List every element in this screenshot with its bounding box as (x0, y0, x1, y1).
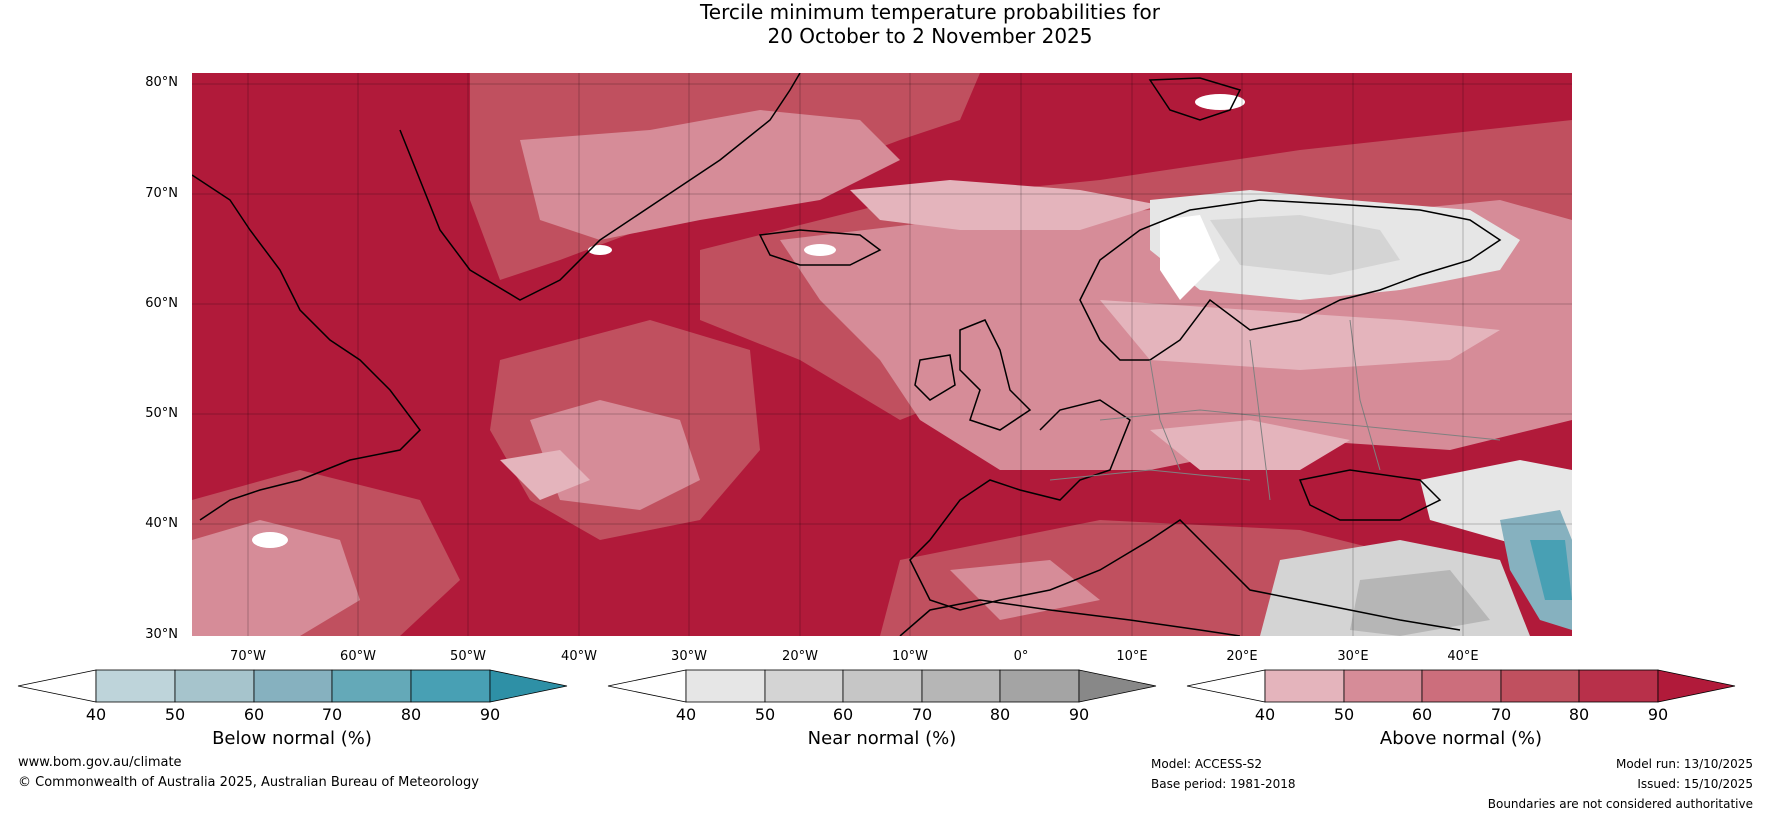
lat-label: 40°N (145, 516, 178, 531)
colorbar-below-normal (17, 669, 568, 703)
colorbar-tick: 70 (321, 705, 343, 724)
copyright-text: © Commonwealth of Australia 2025, Austra… (18, 775, 479, 790)
disclaimer-text: Boundaries are not considered authoritat… (1487, 797, 1753, 811)
title-line-2: 20 October to 2 November 2025 (767, 24, 1093, 48)
lon-label: 0° (1013, 649, 1029, 664)
above-50-region (1150, 420, 1350, 470)
colorbar-title-below: Below normal (%) (212, 728, 372, 749)
colorbar-tick: 90 (1647, 705, 1669, 724)
above-60-region (520, 110, 900, 240)
above-50-region (500, 450, 590, 500)
ireland-coast (914, 354, 956, 401)
lon-label: 10°W (892, 649, 928, 664)
map-title: Tercile minimum temperature probabilitie… (0, 0, 1770, 48)
lat-label: 70°N (145, 186, 178, 201)
lat-label: 80°N (145, 75, 178, 90)
above-60-region (192, 520, 360, 636)
colorbar-tick: 70 (911, 705, 933, 724)
iceland-coast (758, 229, 882, 266)
colorbar-tick: 60 (832, 705, 854, 724)
title-line-1: Tercile minimum temperature probabilitie… (699, 0, 1161, 24)
europe-coast (909, 399, 1461, 631)
lon-label: 40°W (561, 649, 597, 664)
colorbar-tick: 80 (989, 705, 1011, 724)
colorbar-tick: 90 (479, 705, 501, 724)
lon-label: 10°E (1116, 649, 1148, 664)
colorbar-near-normal (607, 669, 1157, 703)
above-50-region (1100, 300, 1500, 370)
colorbar-tick: 50 (1333, 705, 1355, 724)
greenland-coast (399, 73, 801, 301)
lat-label: 50°N (145, 406, 178, 421)
colorbar-tick: 70 (1490, 705, 1512, 724)
lon-label: 20°E (1226, 649, 1258, 664)
canada-coast (192, 174, 421, 521)
lon-label: 30°W (671, 649, 707, 664)
colorbar-tick: 40 (675, 705, 697, 724)
lat-label: 30°N (145, 627, 178, 642)
colorbar-tick: 50 (754, 705, 776, 724)
near-normal-region (1210, 215, 1400, 275)
svalbard-coast (1148, 77, 1242, 121)
scandinavia-coast (1079, 199, 1502, 361)
lon-label: 20°W (782, 649, 818, 664)
lon-label: 50°W (450, 649, 486, 664)
base-period-text: Base period: 1981-2018 (1151, 777, 1296, 791)
below-normal-region (1530, 540, 1572, 600)
colorbar-tick: 60 (243, 705, 265, 724)
lat-label: 60°N (145, 296, 178, 311)
model-text: Model: ACCESS-S2 (1151, 757, 1263, 771)
model-run-text: Model run: 13/10/2025 (1615, 757, 1753, 771)
low-prob-patch (804, 244, 836, 256)
lon-label: 70°W (230, 649, 266, 664)
near-normal-region (1350, 570, 1490, 636)
colorbar-above-normal (1186, 669, 1736, 703)
colorbar-tick: 40 (1254, 705, 1276, 724)
low-prob-patch (588, 245, 612, 255)
colorbar-tick: 80 (1568, 705, 1590, 724)
low-prob-patch (252, 532, 288, 548)
africa-coast (899, 599, 1241, 636)
lon-label: 40°E (1447, 649, 1479, 664)
colorbar-title-above: Above normal (%) (1379, 728, 1543, 749)
lon-label: 30°E (1337, 649, 1369, 664)
near-normal-region (1160, 215, 1220, 300)
lon-label: 60°W (340, 649, 376, 664)
issued-text: Issued: 15/10/2025 (1637, 777, 1753, 791)
above-60-region (950, 560, 1100, 620)
british-isles-coast (959, 319, 1032, 431)
colorbar-tick: 80 (400, 705, 422, 724)
colorbar-tick: 40 (85, 705, 107, 724)
colorbar-title-near: Near normal (%) (807, 728, 957, 749)
above-50-region (850, 180, 1160, 230)
website-link[interactable]: www.bom.gov.au/climate (18, 755, 182, 770)
colorbar-tick: 90 (1068, 705, 1090, 724)
colorbar-tick: 60 (1411, 705, 1433, 724)
colorbar-tick: 50 (164, 705, 186, 724)
black-sea-coast (1298, 469, 1442, 521)
